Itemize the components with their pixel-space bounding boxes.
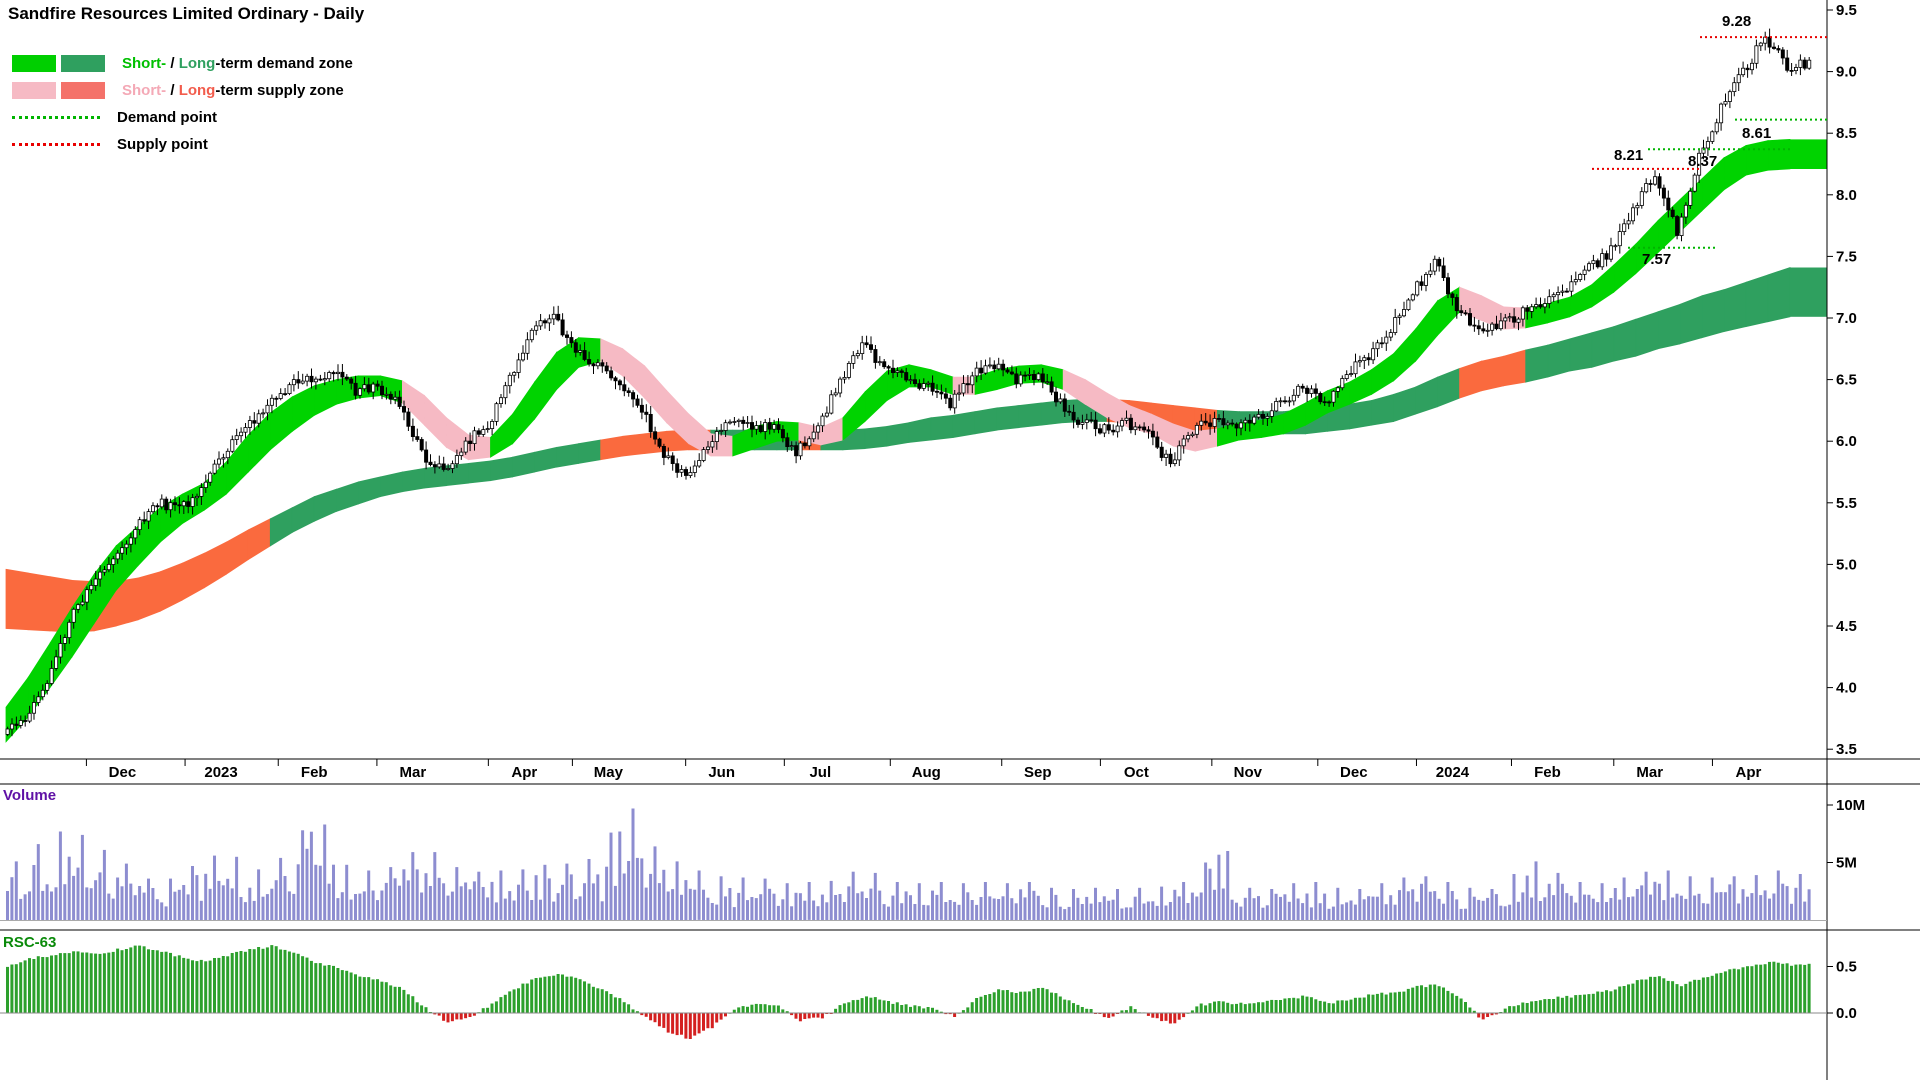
svg-text:4.0: 4.0 (1836, 680, 1857, 697)
svg-text:Sep: Sep (1024, 764, 1052, 781)
svg-text:7.5: 7.5 (1836, 248, 1857, 265)
svg-text:0.5: 0.5 (1836, 959, 1857, 976)
svg-text:0.0: 0.0 (1836, 1005, 1857, 1022)
svg-text:3.5: 3.5 (1836, 741, 1857, 758)
legend-dotted-line-swatch (12, 116, 100, 119)
legend-row-0: Short- / Long-term demand zone (12, 50, 353, 77)
svg-text:5M: 5M (1836, 855, 1857, 872)
legend-row-1: Short- / Long-term supply zone (12, 77, 353, 104)
svg-text:4.5: 4.5 (1836, 618, 1857, 635)
chart-title: Sandfire Resources Limited Ordinary - Da… (8, 4, 365, 23)
annotations-layer: 9.28 8.61 8.37 8.21 7.57 (1592, 13, 1827, 268)
svg-text:6.0: 6.0 (1836, 433, 1857, 450)
svg-text:Dec: Dec (1340, 764, 1368, 781)
rsc-bars-layer (6, 945, 1811, 1039)
pivot-price-label: 8.61 (1742, 125, 1771, 142)
axis-labels-layer: 9.5 9.0 8.5 8.0 7.5 7.0 6.5 6.0 5.5 5.0 4.5 4.0 3.5 D… (85, 2, 1865, 1022)
long-term-zone-band (5, 266, 1827, 633)
volume-bars-layer (6, 808, 1811, 921)
legend-row-3: Supply point (12, 131, 353, 158)
svg-text:Mar: Mar (400, 764, 427, 781)
candles-layer (5, 28, 1812, 737)
svg-text:Apr: Apr (511, 764, 537, 781)
svg-text:Jun: Jun (708, 764, 735, 781)
legend-row-2: Demand point (12, 104, 353, 131)
svg-text:Oct: Oct (1124, 764, 1149, 781)
legend-zone-swatch (12, 82, 56, 99)
svg-text:10M: 10M (1836, 797, 1865, 814)
svg-text:7.0: 7.0 (1836, 310, 1857, 327)
pivot-price-label: 8.21 (1614, 147, 1643, 164)
rsc-pane-label: RSC-63 (3, 934, 57, 951)
svg-text:Aug: Aug (912, 764, 941, 781)
svg-text:Feb: Feb (1534, 764, 1561, 781)
svg-text:2024: 2024 (1436, 764, 1470, 781)
pivot-price-label: 8.37 (1688, 153, 1717, 170)
pivot-price-label: 7.57 (1642, 251, 1671, 268)
svg-text:9.0: 9.0 (1836, 64, 1857, 81)
svg-text:5.5: 5.5 (1836, 495, 1857, 512)
pivot-price-label: 9.28 (1722, 13, 1751, 30)
svg-text:Dec: Dec (109, 764, 137, 781)
volume-pane-label: Volume (3, 787, 57, 804)
svg-text:Jul: Jul (809, 764, 831, 781)
svg-text:Mar: Mar (1636, 764, 1663, 781)
legend-zone-swatch (61, 55, 105, 72)
svg-text:6.5: 6.5 (1836, 372, 1857, 389)
svg-text:5.0: 5.0 (1836, 556, 1857, 573)
legend-label: Supply point (117, 136, 208, 153)
svg-text:8.0: 8.0 (1836, 187, 1857, 204)
legend-zone-swatch (12, 55, 56, 72)
chart-legend: Short- / Long-term demand zone Short- / L… (12, 50, 353, 158)
svg-text:Feb: Feb (301, 764, 328, 781)
svg-text:8.5: 8.5 (1836, 125, 1857, 142)
svg-text:Nov: Nov (1234, 764, 1263, 781)
legend-zone-swatch (61, 82, 105, 99)
svg-text:May: May (594, 764, 624, 781)
legend-label: Short- / Long-term supply zone (122, 82, 344, 99)
svg-text:2023: 2023 (204, 764, 237, 781)
legend-label: Short- / Long-term demand zone (122, 55, 353, 72)
svg-text:Apr: Apr (1736, 764, 1762, 781)
legend-label: Demand point (117, 109, 217, 126)
legend-dotted-line-swatch (12, 143, 100, 146)
svg-text:9.5: 9.5 (1836, 2, 1857, 19)
